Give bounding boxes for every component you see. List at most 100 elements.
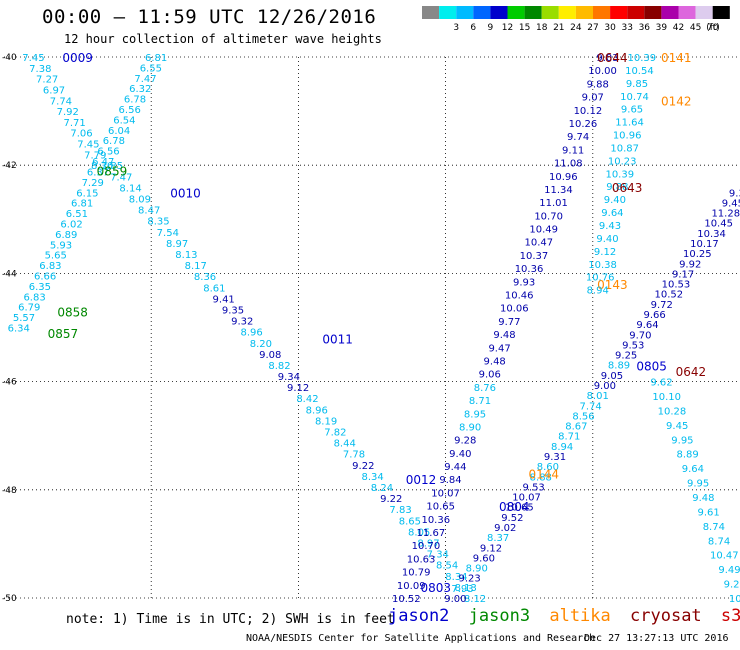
wave-height-value: 9.48 — [484, 356, 506, 367]
wave-height-value: 7.74 — [50, 96, 72, 107]
wave-height-value: 10.09 — [397, 581, 426, 592]
wave-height-value: 9.40 — [449, 449, 471, 460]
wave-height-value: 9.23 — [724, 580, 740, 591]
wave-height-value: 6.78 — [124, 95, 146, 106]
wave-height-value: 8.97 — [166, 239, 188, 250]
track-jason3-0858: 0858 — [57, 305, 88, 319]
wave-height-value: 9.93 — [513, 277, 535, 288]
pass-label: 0857 — [48, 327, 79, 341]
wave-height-value: 8.76 — [474, 383, 496, 394]
wave-height-value: 10.5 — [729, 594, 740, 605]
wave-height-value: 7.34 — [427, 550, 449, 561]
wave-height-value: 5.93 — [50, 240, 72, 251]
wave-height-value: 9.53 — [523, 482, 545, 493]
grid — [4, 56, 740, 599]
pass-label: 0144 — [528, 468, 559, 482]
wave-height-value: 10.36 — [421, 515, 450, 526]
wave-height-value: 9.77 — [498, 317, 520, 328]
wave-height-value: 8.96 — [240, 328, 262, 339]
wave-height-value: 9.03 — [596, 53, 618, 64]
wave-height-value: 10.79 — [402, 568, 431, 579]
pass-label: 0012 — [406, 473, 437, 487]
wave-height-value: 8.42 — [296, 394, 318, 405]
legend-jason3: jason3 — [468, 606, 531, 626]
wave-height-value: 6.32 — [129, 84, 151, 95]
wave-height-value: 6.54 — [113, 115, 135, 126]
wave-height-value: 9.00 — [444, 594, 466, 605]
wave-height-value: 8.82 — [268, 361, 290, 372]
wave-height-value: 9.49 — [718, 565, 740, 576]
wave-height-value: 6.83 — [39, 261, 61, 272]
generated-timestamp: Dec 27 13:27:13 UTC 2016 — [584, 633, 729, 644]
pass-label: 0858 — [57, 305, 88, 319]
legend-altika: altika — [549, 606, 611, 626]
wave-height-value: 8.94 — [587, 286, 609, 297]
wave-height-value: 7.71 — [64, 118, 86, 129]
wave-height-value: 6.34 — [8, 324, 30, 335]
wave-height-value: 10.17 — [690, 239, 719, 250]
wave-height-value: 6.35 — [29, 282, 51, 293]
y-tick-label: -50 — [2, 594, 17, 604]
wave-height-value: 11.67 — [417, 528, 446, 539]
wave-height-value: 7.78 — [343, 450, 365, 461]
wave-height-value: 8.47 — [138, 206, 160, 217]
wave-height-value: 10.34 — [697, 229, 726, 240]
scale-swatch — [695, 6, 713, 19]
y-tick-label: -48 — [2, 486, 17, 496]
scale-swatch — [712, 6, 730, 19]
wave-height-value: 7.79 — [84, 150, 106, 161]
track-jason2-0805: 9.007.939.238.909.609.128.379.029.5210.6… — [444, 188, 740, 605]
wave-height-value: 9.12 — [480, 543, 502, 554]
pass-label: 0803 — [421, 581, 452, 595]
wave-height-value: 6.56 — [119, 105, 141, 116]
wave-height-value: 6.66 — [34, 271, 56, 282]
page-subtitle: 12 hour collection of altimeter wave hei… — [64, 32, 382, 46]
scale-swatch — [644, 6, 662, 19]
wave-height-value: 9.64 — [636, 320, 658, 331]
wave-height-value: 9.64 — [601, 208, 623, 219]
wave-height-value: 5.57 — [13, 313, 35, 324]
wave-height-value: 8.96 — [306, 405, 328, 416]
wave-height-value: 7.83 — [389, 505, 411, 516]
wave-height-value: 8.71 — [558, 432, 580, 443]
wave-height-value: 9.44 — [444, 462, 466, 473]
scale-swatch — [610, 6, 628, 19]
wave-height-value: 11.34 — [544, 185, 573, 196]
wave-height-value: 9.40 — [596, 234, 618, 245]
wave-height-value: 10.39 — [605, 169, 634, 180]
wave-height-value: 9.32 — [231, 317, 253, 328]
legend-s3a: s3a — [720, 606, 740, 626]
wave-height-value: 9.84 — [439, 475, 461, 486]
wave-height-value: 8.54 — [436, 561, 458, 572]
pass-label: 0643 — [612, 181, 643, 195]
scale-label: 30 — [604, 23, 616, 33]
wave-height-value: 10.25 — [683, 249, 712, 260]
track-jason2-0012: 0012 — [406, 473, 437, 487]
wave-height-value: 9.48 — [692, 493, 714, 504]
wave-height-value: 9.61 — [697, 507, 719, 518]
track-jason2-0010: 7.857.478.148.098.478.357.548.978.138.17… — [101, 161, 486, 605]
wave-height-value: 9.85 — [626, 79, 648, 90]
wave-height-value: 7.45 — [77, 140, 99, 151]
color-scale-legend: 3 6 9 12 15 18 21 24 27 30 33 36 39 42 45 70(ft) — [422, 6, 730, 33]
wave-height-value: 7.47 — [134, 74, 156, 85]
wave-height-value: 8.67 — [565, 422, 587, 433]
scale-swatch — [541, 6, 559, 19]
scale-swatch — [593, 6, 611, 19]
scale-swatch — [473, 6, 491, 19]
wave-height-value: 7.93 — [451, 584, 473, 595]
wave-height-value: 6.15 — [76, 188, 98, 199]
wave-height-value: 9.92 — [679, 259, 701, 270]
wave-height-value: 9.11 — [562, 145, 584, 156]
wave-height-value: 7.54 — [157, 228, 179, 239]
wave-height-value: 9.62 — [650, 378, 672, 389]
wave-height-value: 9.05 — [601, 371, 623, 382]
scale-label: 6 — [470, 23, 476, 33]
wave-height-value: 9.08 — [259, 350, 281, 361]
wave-height-value: 9.43 — [599, 221, 621, 232]
track-jason3-0859: 6.816.557.476.326.786.566.546.046.786.56… — [8, 53, 168, 335]
wave-height-value: 10.70 — [534, 211, 563, 222]
wave-height-value: 8.89 — [677, 450, 699, 461]
wave-height-value: 8.60 — [537, 462, 559, 473]
units-note: note: 1) Time is in UTC; 2) SWH is in fe… — [66, 612, 395, 627]
